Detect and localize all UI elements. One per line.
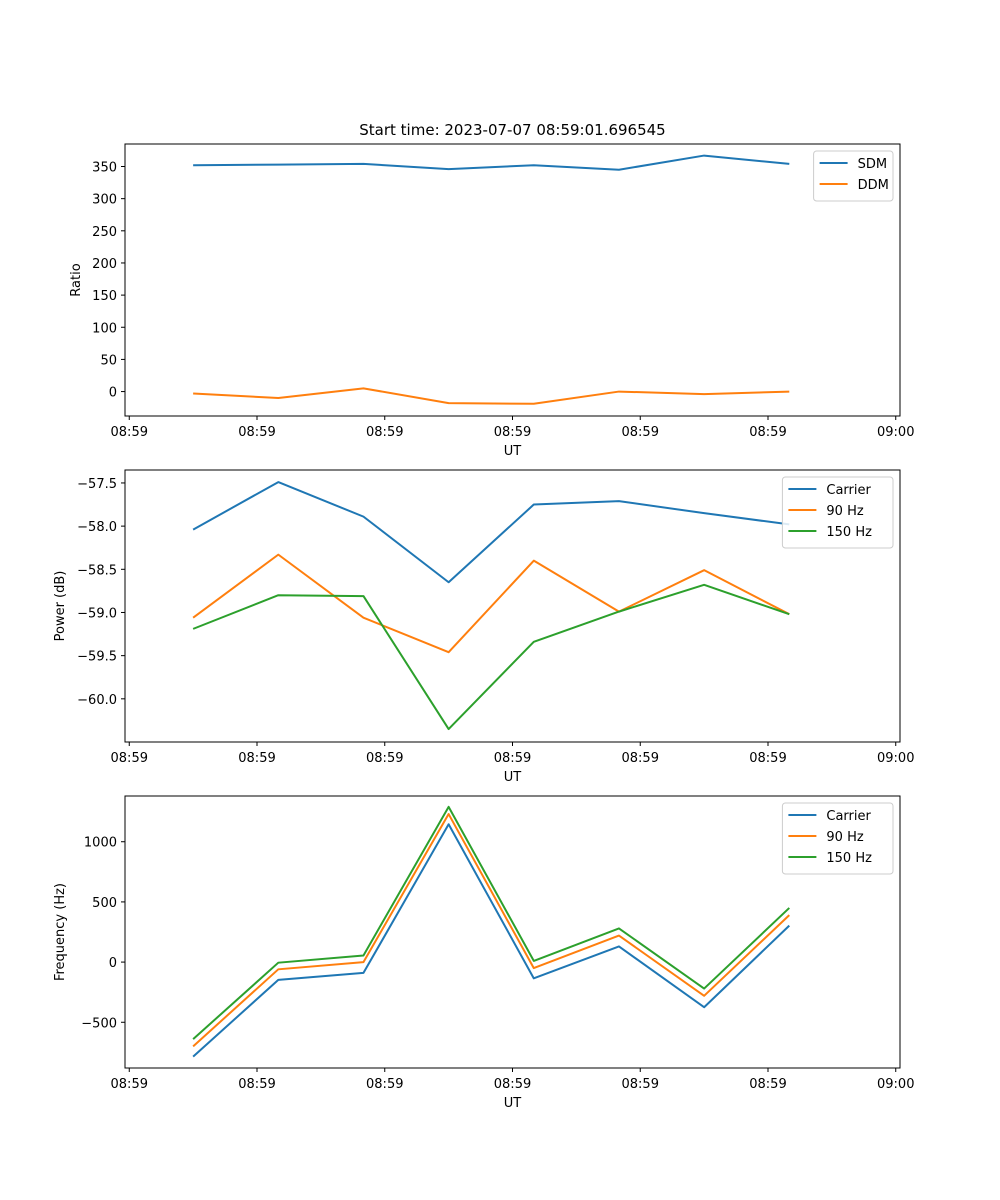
x-tick-label: 08:59 bbox=[749, 1077, 786, 1092]
x-tick-label: 08:59 bbox=[238, 425, 275, 440]
y-tick-label: 250 bbox=[92, 225, 117, 240]
legend-label: Carrier bbox=[826, 483, 871, 498]
series-line-150-hz bbox=[192, 583, 790, 731]
x-tick-label: 08:59 bbox=[749, 425, 786, 440]
chart-2: 08:59 08:59 08:59 08:59 08:59 08:59 09:00 UT −60… bbox=[53, 469, 914, 785]
legend-label: SDM bbox=[858, 157, 887, 172]
y-axis-label: Frequency (Hz) bbox=[53, 883, 68, 981]
x-tick-label: 08:59 bbox=[494, 751, 531, 766]
x-tick-label: 08:59 bbox=[111, 751, 148, 766]
y-tick-label: 0 bbox=[109, 956, 117, 971]
y-tick-label: 150 bbox=[92, 289, 117, 304]
x-tick-label: 09:00 bbox=[877, 751, 914, 766]
plot-frame bbox=[124, 143, 901, 417]
x-axis-label: UT bbox=[504, 1096, 522, 1111]
legend-label: DDM bbox=[858, 178, 889, 193]
y-tick-label: −57.5 bbox=[77, 477, 117, 492]
x-axis-label: UT bbox=[504, 444, 522, 459]
series-line-carrier bbox=[192, 823, 790, 1058]
legend-label: 90 Hz bbox=[826, 504, 863, 519]
y-axis-label: Ratio bbox=[69, 263, 84, 296]
x-tick-label: 08:59 bbox=[622, 425, 659, 440]
series-line-sdm bbox=[193, 154, 790, 171]
series-line-ddm bbox=[193, 387, 790, 405]
x-tick-label: 08:59 bbox=[366, 751, 403, 766]
y-tick-label: −60.0 bbox=[77, 693, 117, 708]
y-tick-label: 1000 bbox=[84, 836, 117, 851]
y-tick-label: −500 bbox=[81, 1016, 117, 1031]
legend: Carrier 90 Hz 150 Hz bbox=[781, 476, 894, 549]
series-line-carrier bbox=[192, 481, 790, 584]
y-tick-label: 300 bbox=[92, 193, 117, 208]
legend: Carrier 90 Hz 150 Hz bbox=[781, 802, 894, 875]
x-tick-label: 08:59 bbox=[494, 1077, 531, 1092]
series-line-90-hz bbox=[192, 813, 790, 1048]
y-axis-label: Power (dB) bbox=[53, 571, 68, 642]
x-tick-label: 08:59 bbox=[111, 1077, 148, 1092]
y-tick-label: 100 bbox=[92, 321, 117, 336]
x-tick-label: 08:59 bbox=[622, 1077, 659, 1092]
y-tick-label: 200 bbox=[92, 257, 117, 272]
x-tick-label: 09:00 bbox=[877, 1077, 914, 1092]
x-tick-label: 08:59 bbox=[366, 1077, 403, 1092]
y-tick-label: −58.0 bbox=[77, 520, 117, 535]
y-tick-label: 0 bbox=[109, 386, 117, 401]
legend-label: 90 Hz bbox=[826, 830, 863, 845]
x-tick-label: 08:59 bbox=[238, 751, 275, 766]
x-tick-label: 08:59 bbox=[622, 751, 659, 766]
y-tick-label: −59.0 bbox=[77, 606, 117, 621]
x-tick-label: 08:59 bbox=[749, 751, 786, 766]
y-tick-label: 350 bbox=[92, 161, 117, 176]
y-tick-label: −59.5 bbox=[77, 650, 117, 665]
chart-3: 08:59 08:59 08:59 08:59 08:59 08:59 09:00 UT −50… bbox=[53, 795, 914, 1111]
x-tick-label: 08:59 bbox=[238, 1077, 275, 1092]
y-tick-label: 50 bbox=[100, 353, 117, 368]
x-tick-label: 09:00 bbox=[877, 425, 914, 440]
x-tick-label: 08:59 bbox=[111, 425, 148, 440]
legend-label: 150 Hz bbox=[826, 525, 872, 540]
y-tick-label: −58.5 bbox=[77, 563, 117, 578]
legend-label: Carrier bbox=[826, 809, 871, 824]
series-line-150-hz bbox=[192, 805, 790, 1040]
x-tick-label: 08:59 bbox=[366, 425, 403, 440]
chart-title: Start time: 2023-07-07 08:59:01.696545 bbox=[359, 121, 665, 139]
legend-label: 150 Hz bbox=[826, 851, 872, 866]
y-tick-label: 500 bbox=[92, 896, 117, 911]
x-axis-label: UT bbox=[504, 770, 522, 785]
x-tick-label: 08:59 bbox=[494, 425, 531, 440]
series-line-90-hz bbox=[192, 553, 790, 654]
legend: SDM DDM bbox=[813, 150, 894, 202]
chart-1: Start time: 2023-07-07 08:59:01.696545 08… bbox=[69, 121, 914, 459]
